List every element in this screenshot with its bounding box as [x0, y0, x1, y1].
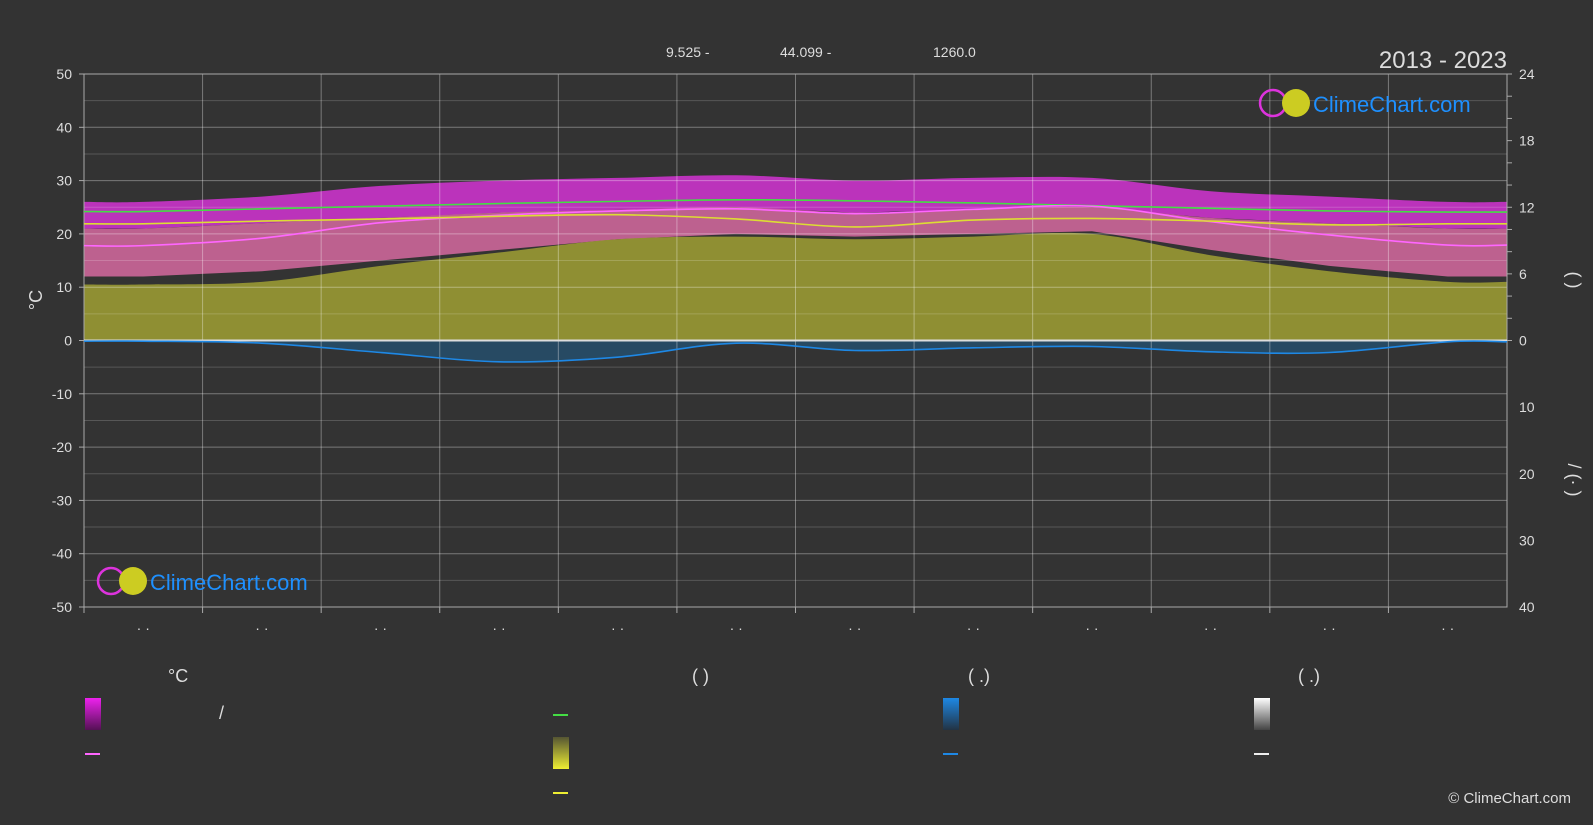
- legend-pink-line: [85, 753, 100, 755]
- legend-sun-head: ( ): [692, 666, 709, 686]
- legend-temperature-head: °C: [168, 666, 189, 686]
- month-tick-label: · ·: [611, 620, 624, 636]
- left-tick-label: -30: [52, 492, 72, 508]
- month-tick-label: · ·: [730, 620, 743, 636]
- logo-sun-icon: [119, 567, 147, 595]
- series-line-0: [83, 198, 1508, 213]
- right-tick-label-sun: 24: [1519, 66, 1535, 82]
- logo-text-bottom: ClimeChart.com: [150, 570, 308, 595]
- axis-ticks: 50 40 30 20 10 0 -10 -20 -30 -40 -50 24 18 12 6 0 10 20 30…: [52, 66, 1535, 636]
- latitude-label: 9.525 -: [666, 44, 710, 60]
- left-tick-label: -10: [52, 386, 72, 402]
- right-tick-label-sun: 6: [1519, 266, 1527, 282]
- left-tick-label: -20: [52, 439, 72, 455]
- logo-bottom: ClimeChart.com: [96, 566, 308, 596]
- right-tick-label-precip: 20: [1519, 466, 1535, 482]
- legend-white-line: [1254, 753, 1269, 755]
- legend-temperature-item: /: [219, 703, 225, 723]
- chart-lines: [83, 198, 1508, 363]
- logo-text-top: ClimeChart.com: [1313, 92, 1471, 117]
- left-tick-label: 0: [64, 333, 72, 349]
- right-tick-label-sun: 18: [1519, 133, 1535, 149]
- month-tick-label: · ·: [255, 620, 268, 636]
- left-tick-label: -50: [52, 599, 72, 615]
- legend-yellow-line: [553, 792, 568, 794]
- legend-yellow-swatch: [553, 737, 569, 769]
- period-label: 2013 - 2023: [1379, 47, 1507, 74]
- right-tick-label-precip: 30: [1519, 532, 1535, 548]
- legend-snow-head: ( .): [1298, 666, 1320, 686]
- series-line-1: [83, 204, 1508, 247]
- month-tick-label: · ·: [848, 620, 861, 636]
- right-axis-title-sun: ( ): [1564, 272, 1584, 289]
- right-tick-label-precip: 10: [1519, 399, 1535, 415]
- month-tick-label: · ·: [492, 620, 505, 636]
- month-tick-label: · ·: [1441, 620, 1454, 636]
- precipitation-area: [84, 340, 1507, 362]
- right-tick-label-sun: 12: [1519, 199, 1535, 215]
- left-tick-label: 20: [56, 226, 72, 242]
- month-tick-label: · ·: [137, 620, 150, 636]
- legend-blue-swatch: [943, 698, 959, 730]
- temperature-band-2: [84, 232, 1507, 341]
- legend-green-line: [553, 714, 568, 716]
- month-tick-label: · ·: [374, 620, 387, 636]
- logo-top: ClimeChart.com: [1258, 88, 1471, 118]
- temperature-bands: [84, 175, 1507, 362]
- chart-legend: °C / ( ) ( .) ( .): [0, 655, 1593, 825]
- left-tick-label: 30: [56, 173, 72, 189]
- elevation-label: 1260.0: [933, 44, 976, 60]
- logo-sun-icon: [1282, 89, 1310, 117]
- month-tick-label: · ·: [1204, 620, 1217, 636]
- temperature-band-1: [84, 206, 1507, 277]
- legend-magenta-swatch: [85, 698, 101, 730]
- copyright-label: © ClimeChart.com: [1448, 790, 1571, 807]
- right-axis-title-precip: / (· ): [1564, 464, 1584, 497]
- legend-blue-line: [943, 753, 958, 755]
- left-tick-label: 50: [56, 66, 72, 82]
- left-tick-label: -40: [52, 546, 72, 562]
- month-tick-label: · ·: [1085, 620, 1098, 636]
- longitude-label: 44.099 -: [780, 44, 832, 60]
- left-tick-label: 40: [56, 119, 72, 135]
- legend-white-swatch: [1254, 698, 1270, 730]
- series-line-3: [83, 340, 1508, 363]
- left-tick-label: 10: [56, 279, 72, 295]
- month-tick-label: · ·: [967, 620, 980, 636]
- legend-rain-head: ( .): [968, 666, 990, 686]
- right-tick-label-sun: 0: [1519, 333, 1527, 349]
- chart-grid: [83, 73, 1508, 608]
- left-axis-title: °C: [26, 290, 46, 310]
- right-tick-label-precip: 40: [1519, 599, 1535, 615]
- series-line-2: [83, 213, 1508, 228]
- month-tick-label: · ·: [1323, 620, 1336, 636]
